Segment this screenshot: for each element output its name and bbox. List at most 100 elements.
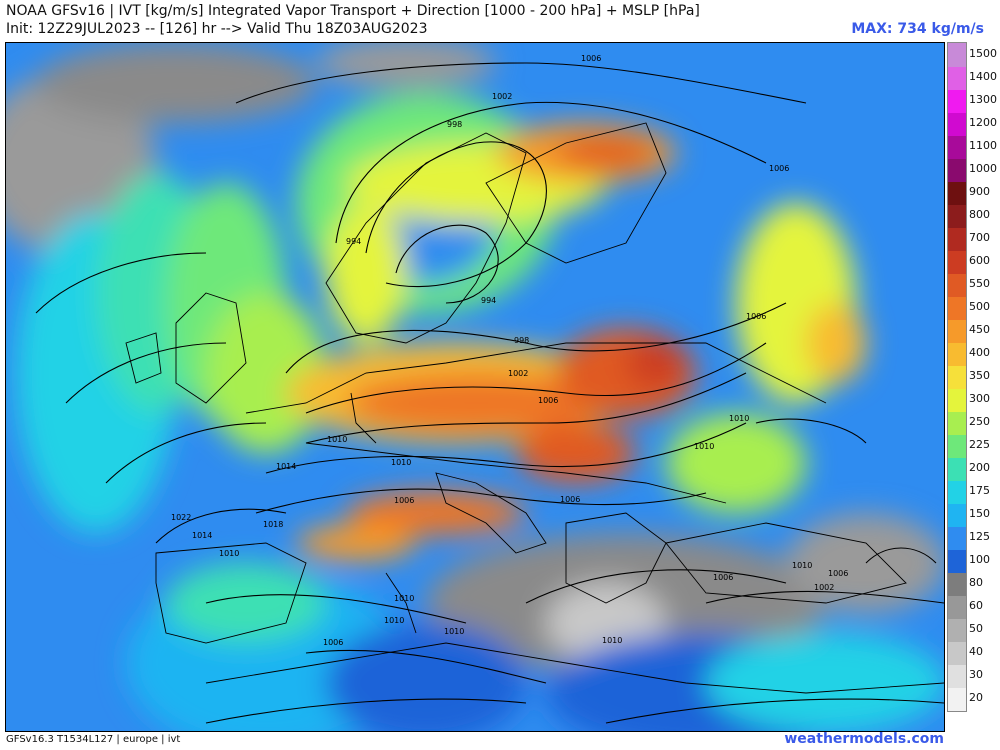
isobar-label: 998	[514, 336, 529, 345]
colorbar-tick-label: 700	[969, 230, 990, 244]
colorbar-tick-label: 1000	[969, 161, 997, 175]
isobar-label: 1010	[391, 458, 411, 467]
colorbar-tick-label: 1500	[969, 46, 997, 60]
isobar-label: 1006	[769, 164, 789, 173]
colorbar-tick-label: 125	[969, 530, 990, 544]
isobar-label: 1002	[492, 92, 512, 101]
isobar-label: 1010	[219, 549, 239, 558]
ivt-map-canvas: 1006 1002 998 994 994 998 1002 1006 1006…	[6, 43, 944, 731]
isobar-label: 1010	[792, 561, 812, 570]
map-subtitle-init-valid: Init: 12Z29JUL2023 -- [126] hr --> Valid…	[6, 21, 428, 37]
colorbar-segment	[948, 457, 966, 482]
isobar-label: 994	[481, 296, 496, 305]
colorbar-segment	[948, 158, 966, 182]
colorbar-segment	[948, 618, 966, 643]
colorbar-tick-label: 450	[969, 322, 990, 336]
site-link[interactable]: weathermodels.com	[784, 731, 944, 747]
colorbar-tick-label: 600	[969, 253, 990, 267]
colorbar-segment	[948, 66, 966, 90]
colorbar-segment	[948, 135, 966, 159]
colorbar-tick-label: 80	[969, 576, 983, 590]
isobar-label: 1018	[263, 520, 283, 529]
isobar-label: 1022	[171, 513, 191, 522]
isobar-labels: 1006 1002 998 994 994 998 1002 1006 1006…	[171, 54, 848, 647]
isobar-label: 1006	[746, 312, 766, 321]
isobar-label: 998	[447, 120, 462, 129]
colorbar-tick-label: 225	[969, 438, 990, 452]
colorbar-tick-label: 1200	[969, 115, 997, 129]
isobar-label: 1010	[694, 442, 714, 451]
colorbar-segment	[948, 388, 966, 413]
colorbar-tick-label: 350	[969, 369, 990, 382]
colorbar-tick-label: 250	[969, 415, 990, 429]
coastlines	[125, 122, 944, 694]
colorbar-segment	[948, 181, 966, 205]
isobar-label: 1010	[444, 627, 464, 636]
colorbar-tick-label: 100	[969, 553, 990, 567]
colorbar-tick-label: 500	[969, 299, 990, 313]
isobar-label: 994	[346, 237, 361, 246]
colorbar-tick-label: 30	[969, 668, 983, 682]
isobar-label: 1006	[394, 496, 414, 505]
isobar-label: 1006	[560, 495, 580, 504]
colorbar-tick-label: 800	[969, 207, 990, 221]
map-title: NOAA GFSv16 | IVT [kg/m/s] Integrated Va…	[6, 3, 700, 19]
colorbar-tick-label: 150	[969, 507, 990, 521]
colorbar-segment	[948, 480, 966, 505]
colorbar-segment	[948, 112, 966, 136]
ivt-colorbar	[947, 42, 967, 712]
isobar-label: 1010	[394, 594, 414, 603]
isobar-label: 1006	[323, 638, 343, 647]
isobar-label: 1006	[713, 573, 733, 582]
max-ivt-label: MAX: 734 kg/m/s	[851, 21, 984, 37]
colorbar-tick-label: 50	[969, 622, 983, 636]
colorbar-segment	[948, 549, 966, 574]
isobar-label: 1006	[581, 54, 601, 63]
ivt-shading	[6, 43, 944, 731]
isobar-label: 1010	[327, 435, 347, 444]
colorbar-segment	[948, 664, 966, 689]
colorbar-segment	[948, 687, 966, 712]
colorbar-segment	[948, 641, 966, 666]
colorbar-segment	[948, 365, 966, 389]
colorbar-tick-label: 20	[969, 691, 983, 705]
colorbar-segment	[948, 89, 966, 113]
colorbar-tick-label: 60	[969, 599, 983, 613]
ivt-map[interactable]: 1006 1002 998 994 994 998 1002 1006 1006…	[5, 42, 945, 732]
colorbar-segment	[948, 342, 966, 366]
colorbar-tick-label: 300	[969, 392, 990, 406]
colorbar-tick-label: 1300	[969, 92, 997, 106]
colorbar-segment	[948, 319, 966, 343]
colorbar-tick-label: 400	[969, 345, 990, 359]
colorbar-segment	[948, 434, 966, 459]
isobar-label: 1010	[602, 636, 622, 645]
colorbar-segment	[948, 43, 966, 67]
colorbar-tick-label: 40	[969, 645, 983, 659]
colorbar-segment	[948, 296, 966, 320]
isobar-label: 1006	[538, 396, 558, 405]
colorbar-tick-label: 1100	[969, 138, 997, 152]
colorbar-segment	[948, 411, 966, 436]
isobar-label: 1006	[828, 569, 848, 578]
colorbar-segment	[948, 526, 966, 551]
colorbar-tick-label: 900	[969, 184, 990, 198]
colorbar-segment	[948, 227, 966, 251]
colorbar-segment	[948, 273, 966, 297]
colorbar-tick-label: 175	[969, 484, 990, 498]
colorbar-segment	[948, 595, 966, 620]
colorbar-tick-label: 200	[969, 461, 990, 475]
isobars	[35, 62, 944, 724]
colorbar-segment	[948, 503, 966, 528]
isobar-label: 1002	[814, 583, 834, 592]
colorbar-segment	[948, 572, 966, 597]
isobar-label: 1014	[276, 462, 296, 471]
colorbar-tick-label: 550	[969, 276, 990, 290]
isobar-label: 1014	[192, 531, 212, 540]
isobar-label: 1010	[729, 414, 749, 423]
isobar-label: 1002	[508, 369, 528, 378]
colorbar-segment	[948, 204, 966, 228]
colorbar-segment	[948, 250, 966, 274]
model-info-footer: GFSv16.3 T1534L127 | europe | ivt	[6, 734, 181, 745]
colorbar-tick-label: 1400	[969, 69, 997, 83]
isobar-label: 1010	[384, 616, 404, 625]
